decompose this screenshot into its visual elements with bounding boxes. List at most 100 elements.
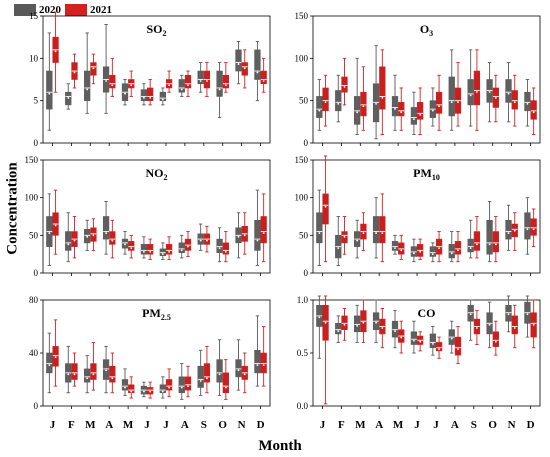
box-mean-point — [187, 245, 189, 248]
box-mean-point — [73, 373, 76, 376]
box-iqr — [473, 70, 481, 106]
box-iqr — [335, 323, 342, 335]
box-mean-point — [180, 386, 183, 389]
box-iqr — [379, 66, 386, 110]
x-tick-label: N — [508, 419, 516, 431]
box-iqr — [322, 87, 329, 112]
x-tick-label: O — [218, 419, 227, 431]
box-mean-point — [86, 88, 89, 91]
box-mean-point — [149, 390, 152, 393]
box-mean-point — [488, 91, 491, 93]
box-mean-point — [343, 86, 346, 88]
box-mean-point — [513, 327, 516, 329]
box-iqr — [235, 359, 242, 378]
y-tick-label: 10 — [29, 53, 39, 63]
y-tick-label: 15 — [29, 11, 39, 21]
box-iqr — [165, 244, 173, 255]
box-mean-point — [180, 249, 183, 252]
box-mean-point — [54, 356, 57, 359]
y-tick-label: 150 — [25, 155, 39, 165]
box-iqr — [354, 315, 361, 333]
box-mean-point — [92, 234, 95, 237]
y-tick-label: 100 — [295, 193, 309, 203]
box-iqr — [530, 100, 537, 120]
box-mean-point — [168, 251, 170, 253]
box-iqr — [178, 376, 185, 394]
box-mean-point — [256, 364, 259, 366]
legend-swatch-2021 — [65, 4, 87, 16]
box-iqr — [216, 238, 223, 253]
box-mean-point — [262, 232, 265, 234]
chart-panel-2: NO2 0 50 100 150 — [25, 155, 271, 278]
chart-title: SO2 — [146, 22, 166, 38]
y-tick-label: 0 — [304, 268, 309, 278]
box-mean-point — [532, 323, 535, 326]
box-iqr — [184, 74, 192, 89]
box-mean-point — [507, 92, 510, 95]
box-iqr — [524, 212, 531, 240]
box-mean-point — [324, 205, 327, 208]
box-mean-point — [237, 235, 240, 238]
x-tick-label: D — [257, 419, 265, 431]
box-mean-point — [469, 247, 472, 250]
box-mean-point — [243, 373, 246, 376]
box-mean-point — [199, 239, 202, 242]
box-iqr — [448, 76, 455, 117]
box-iqr — [84, 368, 91, 383]
x-tick-label: J — [320, 419, 326, 431]
box-mean-point — [419, 113, 422, 116]
box-iqr — [109, 74, 116, 89]
box-iqr — [159, 384, 166, 394]
box-iqr — [203, 363, 211, 383]
box-iqr — [235, 49, 242, 72]
box-iqr — [391, 241, 399, 251]
plot-frame — [312, 159, 541, 274]
box-iqr — [90, 363, 97, 380]
box-mean-point — [324, 101, 327, 104]
box-mean-point — [73, 71, 76, 74]
box-mean-point — [105, 369, 107, 372]
x-tick-label: S — [201, 419, 207, 431]
box-iqr — [524, 91, 531, 112]
x-tick-label: A — [181, 419, 189, 431]
box-mean-point — [469, 313, 472, 316]
x-tick-label: J — [50, 419, 56, 431]
box-iqr — [467, 304, 474, 322]
box-mean-point — [262, 364, 265, 366]
box-iqr — [448, 244, 455, 259]
box-mean-point — [431, 343, 434, 345]
box-mean-point — [400, 336, 403, 339]
box-mean-point — [476, 327, 478, 329]
box-mean-point — [149, 251, 152, 253]
box-iqr — [46, 70, 53, 110]
x-tick-label: A — [375, 419, 383, 431]
box-iqr — [410, 107, 418, 125]
x-tick-label: J — [163, 419, 169, 431]
x-tick-label: A — [105, 419, 113, 431]
box-mean-point — [507, 313, 510, 316]
chart-title: PM2.5 — [142, 306, 171, 322]
y-tick-label: 0 — [34, 138, 39, 148]
box-mean-point — [161, 390, 164, 393]
box-mean-point — [92, 67, 95, 70]
box-mean-point — [199, 380, 202, 382]
box-mean-point — [187, 84, 189, 87]
box-iqr — [165, 379, 173, 391]
x-tick-label: D — [527, 419, 535, 431]
plot-frame — [42, 15, 271, 144]
box-iqr — [260, 216, 267, 244]
box-mean-point — [237, 369, 240, 372]
box-mean-point — [494, 243, 497, 246]
box-iqr — [216, 70, 223, 97]
box-iqr — [372, 216, 380, 244]
box-iqr — [197, 70, 204, 85]
box-iqr — [417, 102, 424, 120]
y-tick-label: 0 — [304, 138, 309, 148]
box-mean-point — [494, 340, 497, 343]
box-iqr — [260, 352, 267, 374]
box-iqr — [254, 350, 261, 374]
box-mean-point — [375, 232, 377, 234]
box-iqr — [109, 231, 116, 245]
box-iqr — [505, 304, 512, 322]
